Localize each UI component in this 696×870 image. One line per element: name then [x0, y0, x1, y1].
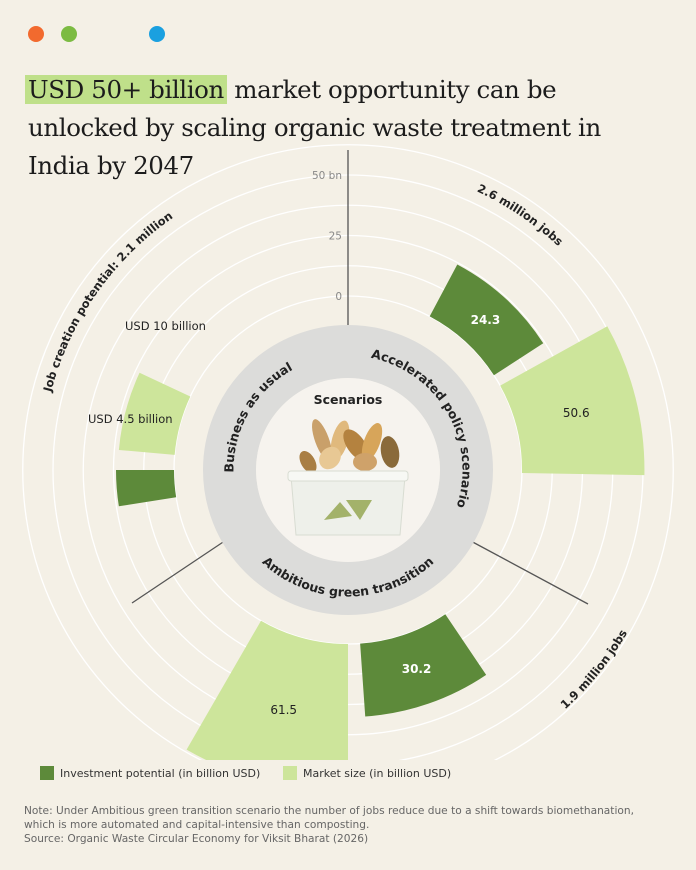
- axis-tick-2: 50 bn: [312, 170, 342, 182]
- divider-left: [131, 541, 223, 604]
- grid-ring-5: [22, 144, 674, 760]
- decorative-dots: [28, 26, 168, 44]
- peel: [380, 436, 400, 468]
- jobs-label-1-path: 2.6 million jobs: [475, 181, 566, 249]
- source-text: Source: Organic Waste Circular Economy f…: [24, 833, 369, 845]
- data-label-investment-2: 30.2: [402, 662, 432, 676]
- recycle-mark-a: [324, 502, 352, 520]
- jobs-label-2: 1.9 million jobs: [558, 627, 630, 712]
- bar-investment-2: [360, 614, 487, 717]
- green-dot-icon: [61, 26, 77, 42]
- peel: [361, 423, 383, 461]
- bar-investment-1: [429, 264, 544, 376]
- data-label-market-1: 50.6: [563, 406, 590, 420]
- jobs-label-1: 2.6 million jobs: [475, 181, 566, 249]
- jobs-label-0-path: Job creation potential: 2.1 million: [40, 208, 175, 394]
- axis-tick-0: 0: [335, 291, 342, 303]
- jobs-label-0: Job creation potential: 2.1 million: [40, 208, 175, 394]
- data-label-market-2: 61.5: [270, 703, 297, 717]
- bin-body: [290, 475, 406, 536]
- peel: [299, 451, 317, 473]
- peel: [319, 446, 341, 470]
- data-label-investment-1: 24.3: [471, 313, 501, 327]
- bar-market-1: [500, 326, 645, 476]
- scenario-ring: [203, 325, 493, 615]
- radial-chart: 24.3 50.6 30.2 61.5 USD 10 billion USD 4.5 bi…: [22, 144, 674, 760]
- bar-market-2: [186, 620, 348, 760]
- peel: [353, 453, 377, 471]
- legend-label-investment: Investment potential (in billion USD): [60, 767, 261, 780]
- jobs-label-2-path: 1.9 million jobs: [558, 627, 630, 712]
- title-highlight: USD 50+ billion: [25, 75, 227, 104]
- legend-label-market: Market size (in billion USD): [303, 767, 452, 780]
- legend-swatch-investment: [40, 766, 54, 780]
- divider-right: [473, 541, 589, 605]
- legend-swatch-market: [283, 766, 297, 780]
- recycle-mark-b: [346, 500, 372, 520]
- title-rest: market opportunity can be unlocked by sc…: [28, 75, 601, 180]
- bar-investment-0: [116, 470, 177, 507]
- note-text: Note: Under Ambitious green transition s…: [24, 805, 634, 831]
- compost-bin-icon: [287, 419, 409, 536]
- legend-item-market: Market size (in billion USD): [283, 766, 451, 780]
- bin-rim: [287, 470, 409, 482]
- axis-tick-1: 25: [329, 231, 342, 243]
- orange-dot-icon: [28, 26, 44, 42]
- data-label-market-0: USD 10 billion: [125, 319, 206, 333]
- blue-dot-icon: [149, 26, 165, 42]
- data-label-investment-0: USD 4.5 billion: [88, 412, 173, 426]
- bar-market-0: [118, 372, 191, 455]
- footnote: Note: Under Ambitious green transition s…: [24, 804, 664, 846]
- page-title: USD 50+ billion market opportunity can b…: [25, 71, 668, 185]
- center-label: Scenarios: [314, 392, 383, 407]
- legend-item-investment: Investment potential (in billion USD): [40, 766, 260, 780]
